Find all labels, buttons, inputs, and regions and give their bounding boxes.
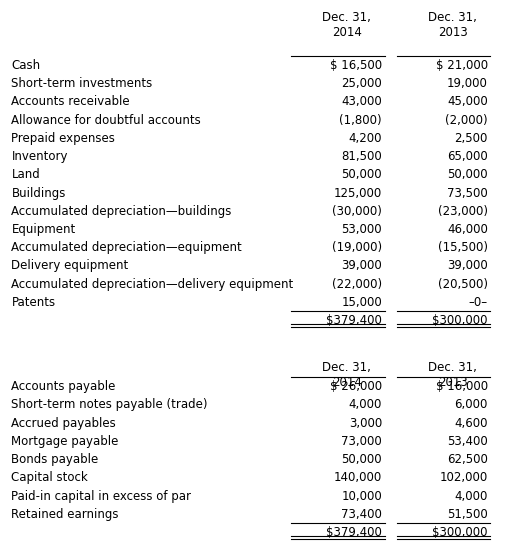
Text: 4,600: 4,600 bbox=[454, 417, 488, 430]
Text: 39,000: 39,000 bbox=[447, 260, 488, 272]
Text: 10,000: 10,000 bbox=[341, 490, 382, 503]
Text: 25,000: 25,000 bbox=[341, 77, 382, 90]
Text: 45,000: 45,000 bbox=[447, 96, 488, 108]
Text: (1,800): (1,800) bbox=[340, 114, 382, 127]
Text: $ 16,000: $ 16,000 bbox=[436, 380, 488, 393]
Text: 51,500: 51,500 bbox=[447, 508, 488, 521]
Text: (15,500): (15,500) bbox=[438, 241, 488, 254]
Text: 50,000: 50,000 bbox=[447, 169, 488, 181]
Text: 39,000: 39,000 bbox=[341, 260, 382, 272]
Text: 4,200: 4,200 bbox=[349, 132, 382, 145]
Text: Accumulated depreciation—buildings: Accumulated depreciation—buildings bbox=[12, 205, 232, 218]
Text: (30,000): (30,000) bbox=[332, 205, 382, 218]
Text: 6,000: 6,000 bbox=[455, 399, 488, 411]
Text: 4,000: 4,000 bbox=[455, 490, 488, 503]
Text: Cash: Cash bbox=[12, 59, 41, 72]
Text: 53,000: 53,000 bbox=[341, 223, 382, 236]
Text: 125,000: 125,000 bbox=[334, 187, 382, 199]
Text: Short-term notes payable (trade): Short-term notes payable (trade) bbox=[12, 399, 208, 411]
Text: Dec. 31,
2013: Dec. 31, 2013 bbox=[428, 12, 477, 40]
Text: 62,500: 62,500 bbox=[447, 453, 488, 466]
Text: 3,000: 3,000 bbox=[349, 417, 382, 430]
Text: $ 16,500: $ 16,500 bbox=[330, 59, 382, 72]
Text: (20,500): (20,500) bbox=[438, 278, 488, 291]
Text: 73,000: 73,000 bbox=[341, 435, 382, 448]
Text: $ 21,000: $ 21,000 bbox=[436, 59, 488, 72]
Text: Accumulated depreciation—delivery equipment: Accumulated depreciation—delivery equipm… bbox=[12, 278, 294, 291]
Text: Mortgage payable: Mortgage payable bbox=[12, 435, 119, 448]
Text: 50,000: 50,000 bbox=[341, 169, 382, 181]
Text: 53,400: 53,400 bbox=[447, 435, 488, 448]
Text: Dec. 31,
2013: Dec. 31, 2013 bbox=[428, 361, 477, 389]
Text: Accumulated depreciation—equipment: Accumulated depreciation—equipment bbox=[12, 241, 242, 254]
Text: 140,000: 140,000 bbox=[334, 472, 382, 484]
Text: 19,000: 19,000 bbox=[447, 77, 488, 90]
Text: 65,000: 65,000 bbox=[447, 150, 488, 163]
Text: 102,000: 102,000 bbox=[440, 472, 488, 484]
Text: Prepaid expenses: Prepaid expenses bbox=[12, 132, 116, 145]
Text: Patents: Patents bbox=[12, 296, 56, 309]
Text: 46,000: 46,000 bbox=[447, 223, 488, 236]
Text: Equipment: Equipment bbox=[12, 223, 76, 236]
Text: Accounts payable: Accounts payable bbox=[12, 380, 116, 393]
Text: $ 26,000: $ 26,000 bbox=[330, 380, 382, 393]
Text: Dec. 31,
2014: Dec. 31, 2014 bbox=[322, 361, 371, 389]
Text: $300,000: $300,000 bbox=[432, 526, 488, 539]
Text: Capital stock: Capital stock bbox=[12, 472, 88, 484]
Text: (23,000): (23,000) bbox=[438, 205, 488, 218]
Text: (22,000): (22,000) bbox=[332, 278, 382, 291]
Text: Short-term investments: Short-term investments bbox=[12, 77, 153, 90]
Text: (2,000): (2,000) bbox=[445, 114, 488, 127]
Text: Allowance for doubtful accounts: Allowance for doubtful accounts bbox=[12, 114, 201, 127]
Text: Accrued payables: Accrued payables bbox=[12, 417, 116, 430]
Text: Delivery equipment: Delivery equipment bbox=[12, 260, 129, 272]
Text: 2,500: 2,500 bbox=[455, 132, 488, 145]
Text: Paid-in capital in excess of par: Paid-in capital in excess of par bbox=[12, 490, 192, 503]
Text: 15,000: 15,000 bbox=[341, 296, 382, 309]
Text: 4,000: 4,000 bbox=[349, 399, 382, 411]
Text: Accounts receivable: Accounts receivable bbox=[12, 96, 130, 108]
Text: (19,000): (19,000) bbox=[332, 241, 382, 254]
Text: Bonds payable: Bonds payable bbox=[12, 453, 99, 466]
Text: 73,400: 73,400 bbox=[341, 508, 382, 521]
Text: Land: Land bbox=[12, 169, 40, 181]
Text: 43,000: 43,000 bbox=[341, 96, 382, 108]
Text: Inventory: Inventory bbox=[12, 150, 68, 163]
Text: 50,000: 50,000 bbox=[341, 453, 382, 466]
Text: Retained earnings: Retained earnings bbox=[12, 508, 119, 521]
Text: $300,000: $300,000 bbox=[432, 314, 488, 327]
Text: 73,500: 73,500 bbox=[447, 187, 488, 199]
Text: Buildings: Buildings bbox=[12, 187, 66, 199]
Text: 81,500: 81,500 bbox=[341, 150, 382, 163]
Text: $379,400: $379,400 bbox=[326, 314, 382, 327]
Text: Dec. 31,
2014: Dec. 31, 2014 bbox=[322, 12, 371, 40]
Text: $379,400: $379,400 bbox=[326, 526, 382, 539]
Text: –0–: –0– bbox=[469, 296, 488, 309]
